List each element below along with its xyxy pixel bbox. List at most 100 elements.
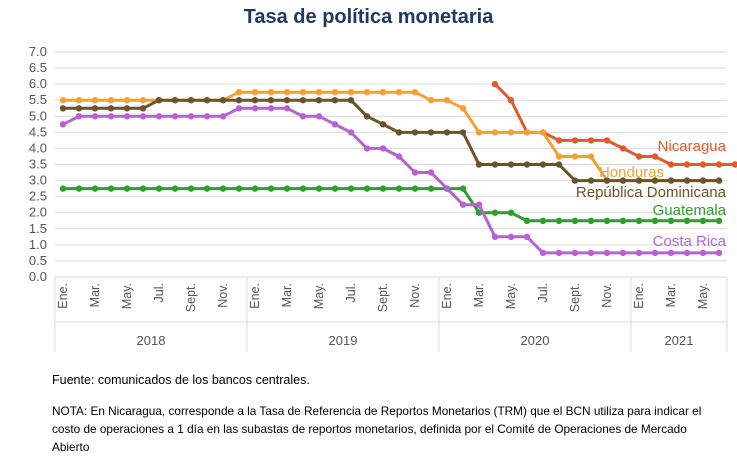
data-point <box>539 217 547 224</box>
data-point <box>683 249 691 257</box>
data-point <box>363 89 371 96</box>
data-point <box>475 161 483 168</box>
data-point <box>251 97 259 104</box>
data-point <box>491 80 499 88</box>
data-point <box>571 249 579 257</box>
data-point <box>155 97 163 104</box>
data-point <box>171 97 179 104</box>
series-label: Costa Rica <box>653 233 727 250</box>
data-point <box>219 97 227 104</box>
data-point <box>731 161 737 168</box>
x-tick-label: May. <box>312 283 326 309</box>
data-point <box>123 97 131 104</box>
y-tick-label: 1.5 <box>29 221 47 236</box>
data-point <box>299 185 307 192</box>
y-tick-label: 4.0 <box>29 140 47 155</box>
y-tick-label: 3.5 <box>29 157 47 172</box>
data-point <box>315 185 323 192</box>
data-point <box>475 129 483 136</box>
data-point <box>347 97 355 104</box>
data-point <box>635 153 643 160</box>
data-point <box>683 217 691 224</box>
data-point <box>395 185 403 192</box>
data-point <box>539 161 547 168</box>
data-point <box>75 105 83 112</box>
data-point <box>507 161 515 168</box>
data-point <box>203 97 211 104</box>
data-point <box>459 185 467 192</box>
data-point <box>459 201 467 208</box>
data-point <box>539 129 547 136</box>
data-point <box>619 217 627 224</box>
x-tick-label: Mar. <box>280 283 294 307</box>
x-tick-label: Jul. <box>152 283 166 302</box>
data-point <box>331 89 339 96</box>
data-point <box>59 105 67 112</box>
data-point <box>715 177 723 184</box>
x-tick-label: Ene. <box>440 283 454 309</box>
data-point <box>635 217 643 224</box>
data-point <box>555 161 563 168</box>
data-point <box>235 97 243 104</box>
data-point <box>411 89 419 96</box>
data-point <box>155 185 163 192</box>
series-label: República Dominicana <box>576 184 727 201</box>
data-point <box>379 145 387 152</box>
data-point <box>379 121 387 128</box>
data-point <box>59 185 67 192</box>
y-tick-label: 5.5 <box>29 92 47 107</box>
data-point <box>91 113 99 120</box>
data-point <box>555 137 563 144</box>
y-tick-label: 6.5 <box>29 60 47 75</box>
data-point <box>507 233 515 240</box>
data-point <box>411 185 419 192</box>
data-point <box>187 97 195 104</box>
data-point <box>363 185 371 192</box>
data-point <box>667 161 675 168</box>
chart-title: Tasa de política monetaria <box>243 6 494 28</box>
y-tick-label: 2.0 <box>29 205 47 220</box>
data-point <box>587 177 595 184</box>
year-label: 2021 <box>665 333 694 348</box>
data-point <box>587 137 595 144</box>
year-label: 2019 <box>329 333 358 348</box>
data-point <box>699 217 707 224</box>
data-point <box>443 97 451 104</box>
x-tick-label: May. <box>504 283 518 309</box>
data-point <box>267 89 275 96</box>
data-point <box>491 209 499 216</box>
data-point <box>315 89 323 96</box>
source-note: Fuente: comunicados de los bancos centra… <box>52 373 310 387</box>
data-point <box>523 217 531 224</box>
data-point <box>571 217 579 224</box>
data-point <box>123 185 131 192</box>
data-point <box>667 217 675 224</box>
data-point <box>715 161 723 168</box>
data-point <box>395 129 403 136</box>
data-point <box>91 97 99 104</box>
x-tick-label: Ene. <box>56 283 70 309</box>
data-point <box>523 129 531 136</box>
data-point <box>651 153 659 160</box>
data-point <box>635 249 643 257</box>
data-point <box>587 153 595 160</box>
data-point <box>347 89 355 96</box>
data-point <box>219 185 227 192</box>
y-tick-label: 0.5 <box>29 253 47 268</box>
year-label: 2018 <box>137 333 166 348</box>
data-point <box>507 129 515 136</box>
data-point <box>123 113 131 120</box>
data-point <box>651 177 659 184</box>
data-point <box>555 217 563 224</box>
series-label: Guatemala <box>653 202 727 219</box>
data-point <box>267 185 275 192</box>
x-tick-label: Mar. <box>664 283 678 307</box>
data-point <box>283 185 291 192</box>
footnote: NOTA: En Nicaragua, corresponde a la Tas… <box>52 404 702 454</box>
data-point <box>171 185 179 192</box>
data-point <box>139 185 147 192</box>
data-point <box>603 137 611 144</box>
data-point <box>139 105 147 112</box>
data-point <box>475 201 483 208</box>
data-point <box>251 105 259 112</box>
